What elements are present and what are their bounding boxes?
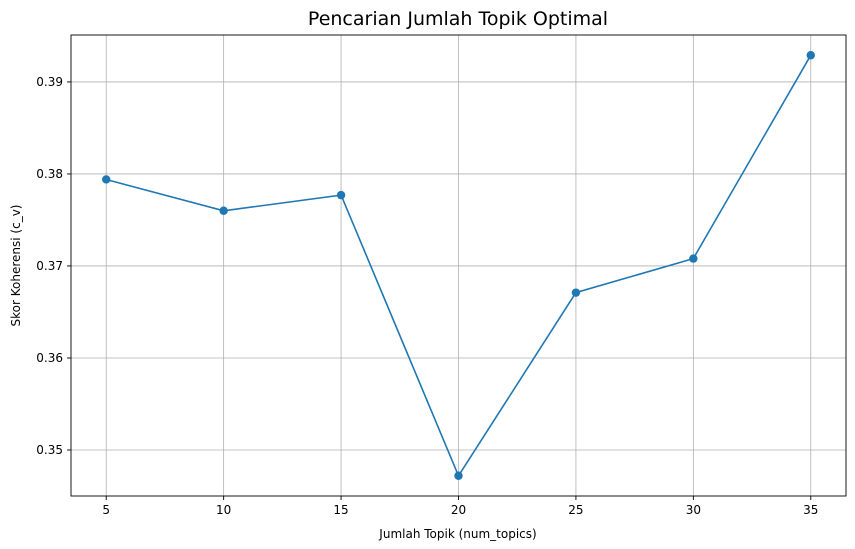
y-axis-label: Skor Koherensi (c_v) — [9, 205, 23, 327]
data-point — [571, 288, 581, 297]
series-group — [102, 51, 815, 480]
x-tick-label: 15 — [333, 503, 348, 517]
y-tick-label: 0.37 — [36, 259, 63, 273]
data-point — [689, 254, 698, 263]
y-axis: 0.35 0.36 0.37 0.38 0.39 — [36, 75, 71, 457]
x-tick-label: 10 — [216, 503, 231, 517]
x-tick-label: 25 — [568, 503, 583, 517]
data-point — [806, 51, 815, 60]
plot-frame — [70, 34, 847, 497]
grid — [71, 35, 846, 496]
x-tick-label: 5 — [102, 503, 110, 517]
data-point — [336, 190, 346, 200]
x-axis: 5 10 15 20 25 30 35 — [102, 496, 818, 517]
y-tick-label: 0.35 — [36, 443, 63, 457]
x-tick-label: 20 — [451, 503, 466, 517]
x-tick-label: 30 — [686, 503, 701, 517]
chart-title: Pencarian Jumlah Topik Optimal — [308, 8, 608, 30]
y-tick-label: 0.38 — [36, 167, 63, 181]
data-point — [219, 206, 228, 215]
y-tick-label: 0.39 — [36, 75, 63, 89]
y-tick-label: 0.36 — [36, 351, 63, 365]
x-tick-label: 35 — [803, 503, 818, 517]
data-point — [102, 175, 111, 184]
x-axis-label: Jumlah Topik (num_topics) — [378, 527, 536, 541]
data-point — [454, 471, 463, 480]
